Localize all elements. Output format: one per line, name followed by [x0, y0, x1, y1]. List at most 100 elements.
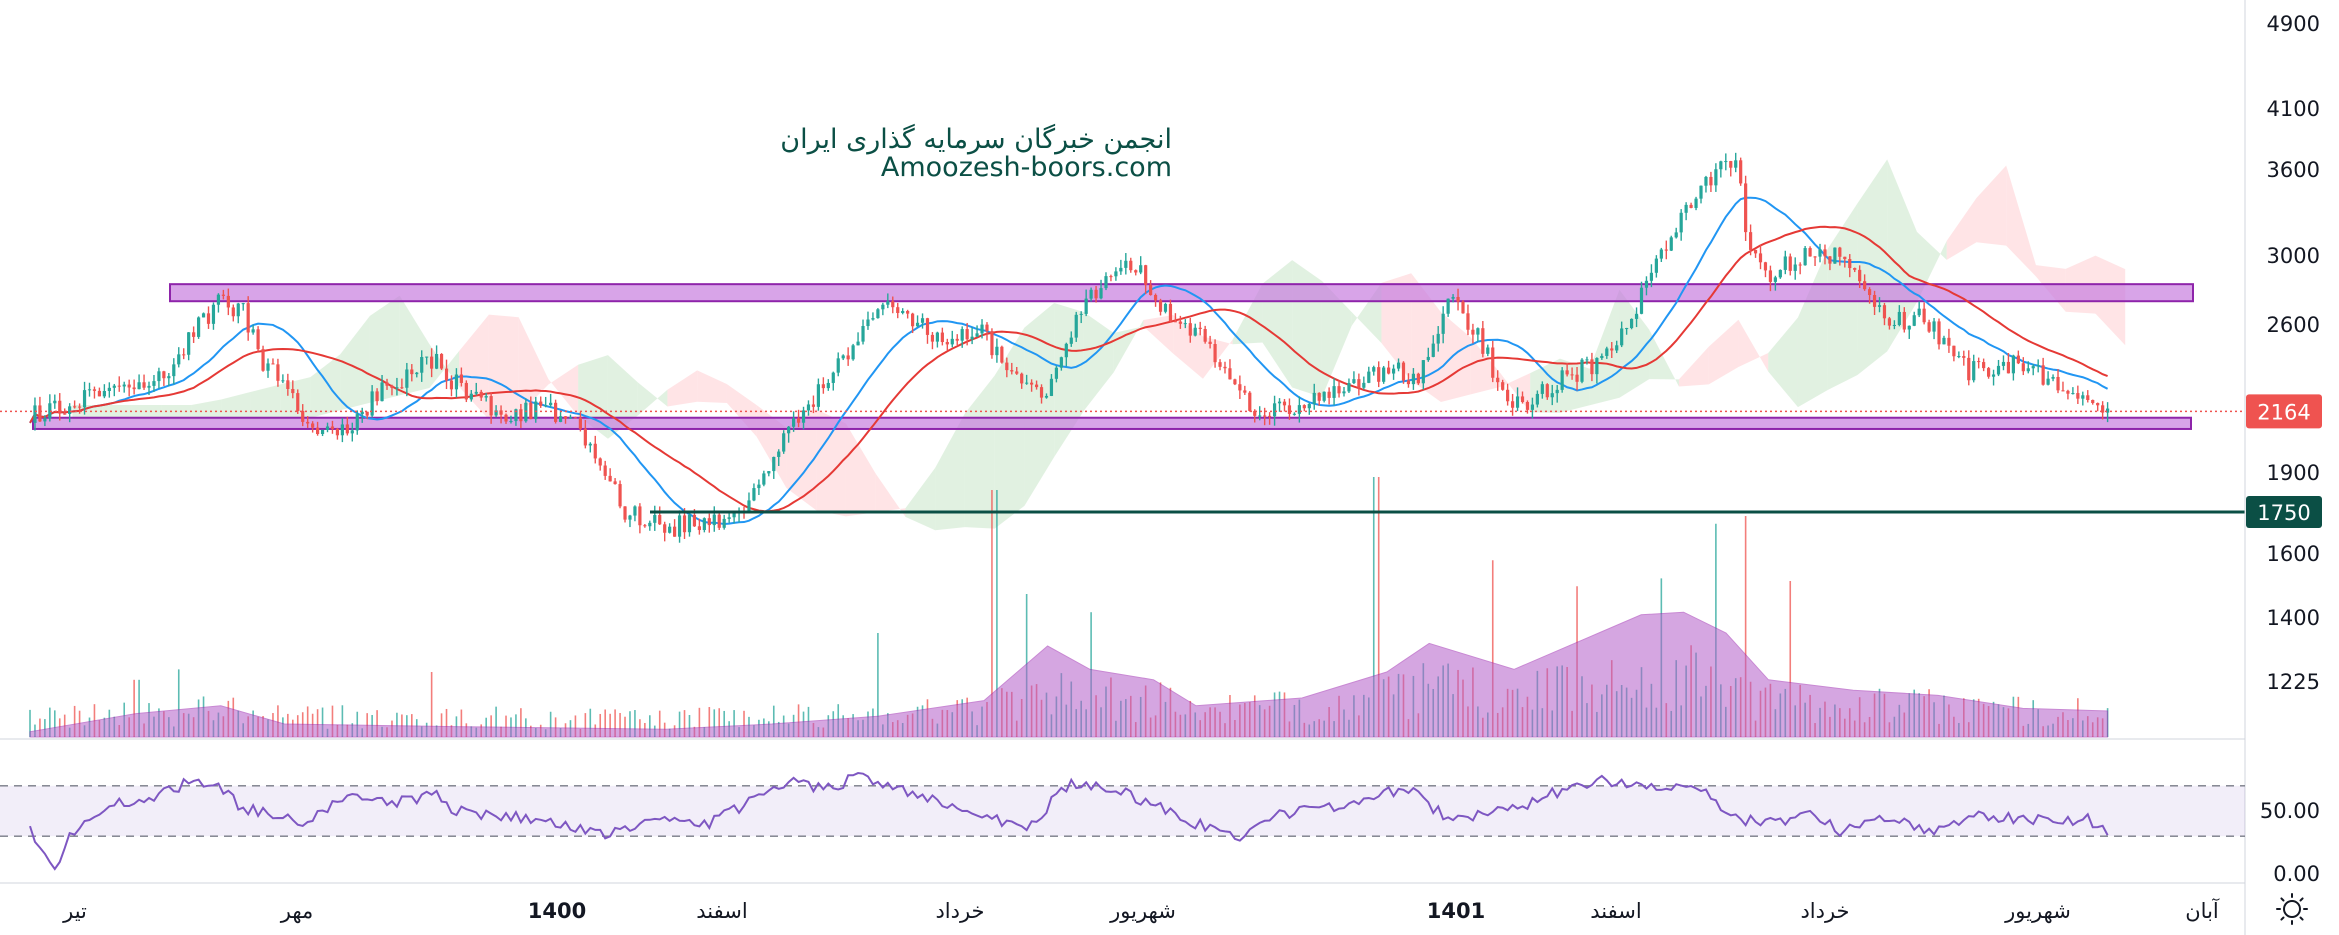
candle-body [1610, 348, 1614, 351]
candle-body [1684, 204, 1688, 213]
price-axis[interactable]: 4900 4100 3600 3000 2600 1900 1600 1400 1225 2164… [2246, 12, 2322, 886]
candle-body [772, 456, 776, 472]
candle-body [915, 322, 920, 327]
cloud-segment [637, 382, 668, 416]
cloud-segment [2006, 165, 2036, 277]
candle-body [172, 364, 176, 377]
candle-body [1258, 415, 1262, 417]
candle-body [1545, 384, 1549, 398]
candle-body [925, 318, 930, 335]
candle-body [1709, 176, 1713, 186]
candle-body [1724, 161, 1728, 163]
candle-body [48, 403, 52, 419]
candle-body [1000, 346, 1004, 363]
candle-body [335, 428, 340, 436]
candle-body [1074, 314, 1078, 338]
candle-body [2106, 408, 2110, 413]
candle-body [177, 354, 181, 365]
candle-body [752, 488, 756, 501]
candle-body [1620, 328, 1624, 346]
volume-pane [29, 477, 2109, 738]
candle-body [1823, 249, 1827, 257]
candle-body [911, 313, 915, 327]
candle-body [1099, 288, 1103, 299]
candle-body [1575, 374, 1579, 382]
candle-body [1203, 328, 1207, 342]
candle-body [1347, 383, 1351, 392]
candle-body [1486, 347, 1490, 354]
candle-body [1902, 311, 1906, 330]
candle-body [950, 338, 954, 345]
time-axis[interactable]: تیر مهر 1400 اسفند خرداد شهریور 1401 اسفند خرداد… [62, 898, 2220, 923]
candle-body [643, 525, 647, 527]
settings-sun-icon[interactable] [2276, 893, 2308, 925]
candle-body [539, 401, 543, 406]
cloud-segment [548, 364, 579, 417]
candle-body [891, 301, 895, 308]
candle-body [544, 405, 548, 407]
candle-body [1069, 337, 1073, 344]
candle-body [722, 518, 726, 528]
candle-body [1466, 313, 1470, 330]
candle-body [965, 329, 969, 340]
candle-body [1054, 367, 1059, 379]
candle-body [1580, 359, 1584, 382]
cloud-segment [221, 391, 251, 420]
zone-resistance[interactable] [169, 283, 2194, 303]
candle-body [702, 518, 706, 531]
candle-body [1798, 264, 1802, 266]
candle-body [2071, 393, 2075, 395]
candle-body [568, 417, 573, 419]
candle-body [1451, 296, 1455, 299]
candle-body [1213, 344, 1217, 363]
candle-body [439, 354, 444, 369]
candle-body [1748, 232, 1753, 250]
candle-body [1416, 373, 1420, 384]
candle-body [355, 414, 359, 431]
candle-body [1991, 374, 1996, 377]
time-tick-label: اسفند [1590, 899, 1641, 923]
candle-body [1783, 256, 1787, 270]
candle-body [856, 341, 860, 346]
candle-body [325, 426, 330, 430]
candle-body [370, 391, 374, 416]
candle-body [806, 404, 811, 411]
candle-body [1644, 280, 1649, 288]
candle-body [1431, 343, 1435, 357]
candle-body [77, 406, 82, 408]
candle-body [1639, 287, 1644, 314]
cloud-segment [399, 295, 430, 396]
candle-body [1595, 358, 1599, 375]
candle-body [1739, 160, 1743, 184]
candle-body [221, 294, 225, 296]
candle-body [1977, 361, 1981, 363]
cloud-segment [935, 413, 965, 531]
candle-body [1277, 401, 1282, 404]
candle-body [1149, 284, 1153, 295]
candle-body [851, 345, 855, 360]
candle-body [777, 451, 781, 457]
candle-body [1634, 313, 1639, 319]
zone-support[interactable] [32, 416, 2192, 430]
price-tick-label: 3000 [2267, 244, 2320, 268]
candle-body [1555, 389, 1559, 394]
candle-body [1129, 260, 1133, 271]
cloud-segment [875, 473, 906, 517]
candle-body [1005, 362, 1009, 371]
time-tick-label: خرداد [1800, 899, 1849, 923]
candle-body [147, 385, 151, 388]
candle-body [1957, 356, 1961, 358]
candle-body [1134, 270, 1138, 273]
cloud-segment [816, 409, 846, 517]
candle-body [1967, 357, 1971, 381]
candle-body [2046, 378, 2050, 385]
candle-body [1461, 301, 1465, 314]
candle-body [1813, 256, 1817, 258]
ma-slow-line [29, 225, 2108, 513]
support-price-tag [2246, 495, 2322, 528]
candle-body [231, 307, 235, 317]
candle-body [995, 346, 999, 356]
candle-body [613, 481, 617, 485]
candle-body [1332, 386, 1336, 398]
